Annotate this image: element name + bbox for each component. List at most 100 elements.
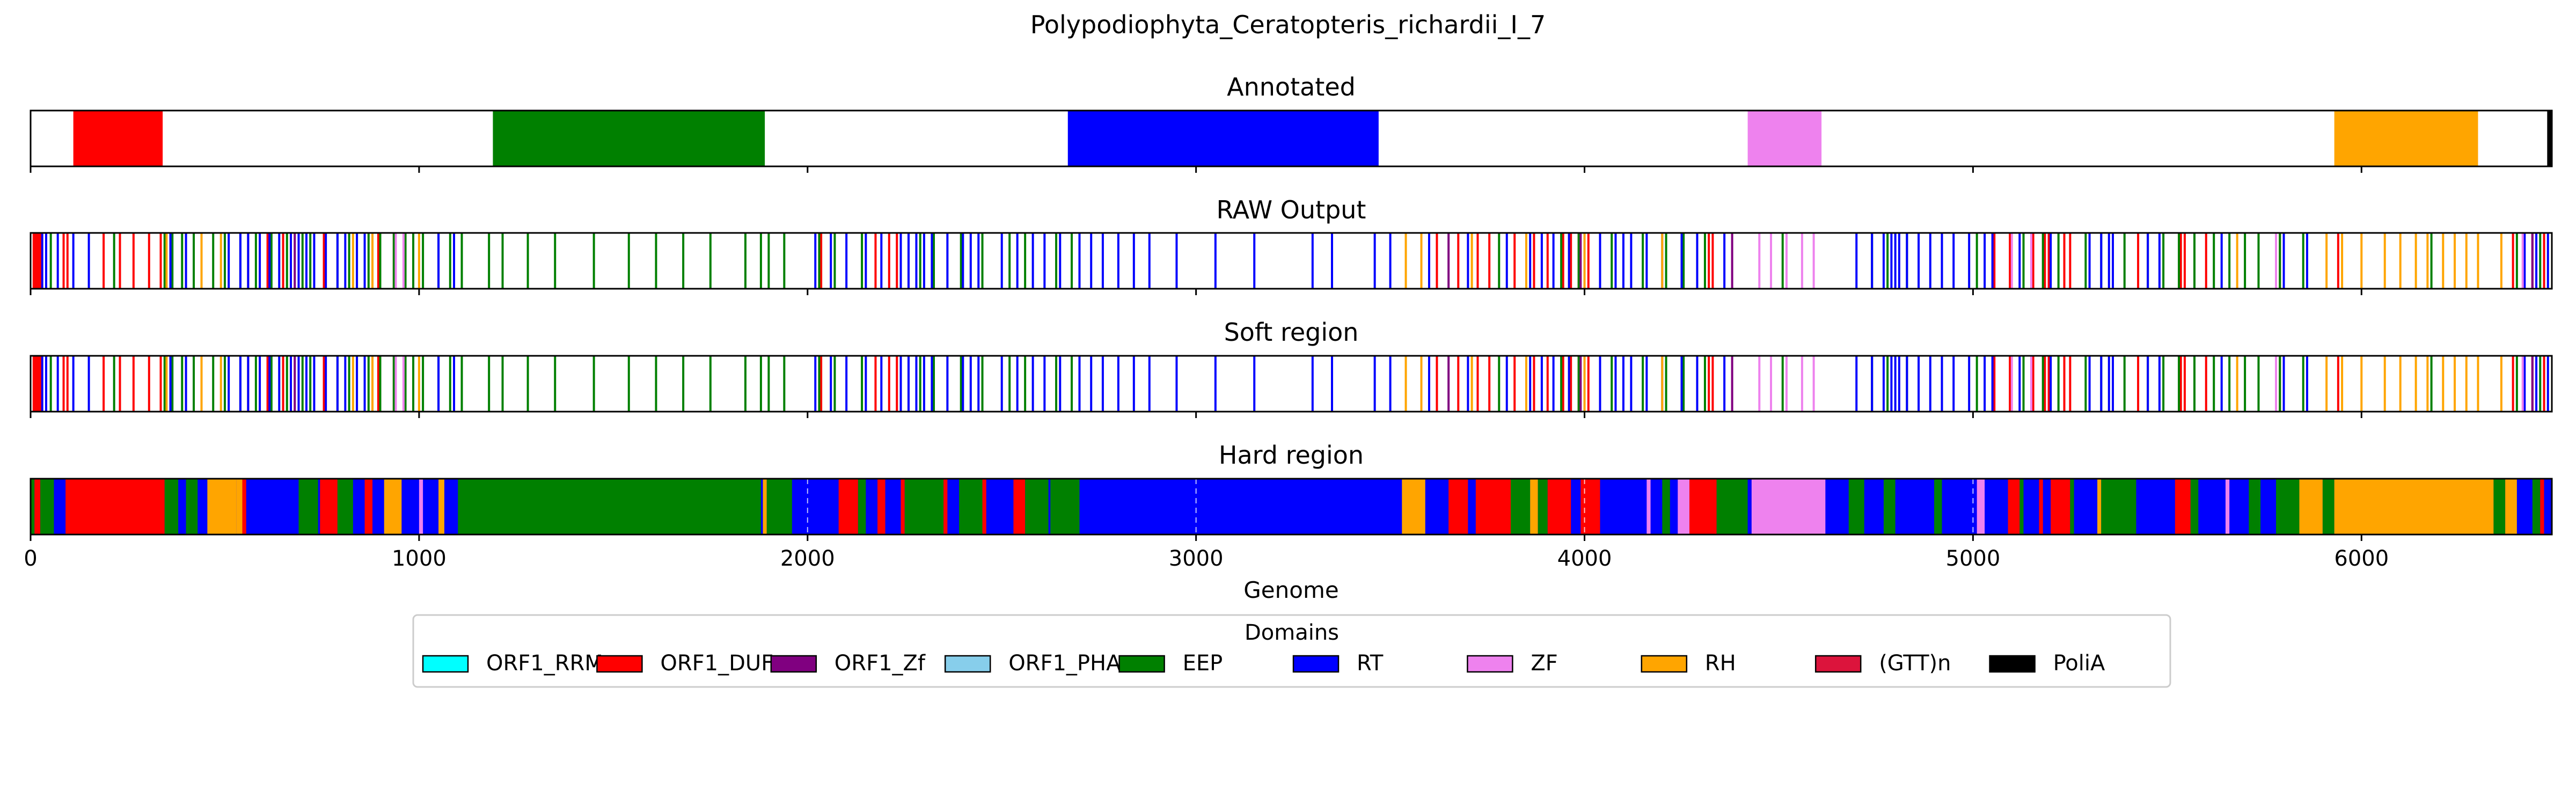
segment-eep xyxy=(458,479,761,535)
x-tick-label: 2000 xyxy=(780,546,835,571)
x-tick-label: 1000 xyxy=(392,546,447,571)
legend-entry-orf1-zf: ORF1_Zf xyxy=(770,651,926,676)
segment-eep xyxy=(1934,479,1942,535)
segment-eep xyxy=(31,479,35,535)
x-tick-label: 0 xyxy=(24,546,37,571)
legend-label: RH xyxy=(1705,651,1736,676)
track-title: Soft region xyxy=(1224,318,1359,347)
segment-eep xyxy=(1538,479,1548,535)
x-tick-label: 4000 xyxy=(1557,546,1612,571)
legend-swatch xyxy=(1292,655,1340,673)
x-tick-label: 3000 xyxy=(1169,546,1224,571)
segment-zf xyxy=(1751,479,1826,535)
segment-orf1-duf xyxy=(242,479,246,535)
segment-eep xyxy=(1662,479,1670,535)
legend-label: ORF1_RRM xyxy=(486,651,603,676)
segment-orf1-duf xyxy=(2039,479,2043,535)
legend-swatch xyxy=(1814,655,1862,673)
track-frame xyxy=(30,478,2553,536)
segment-orf1-duf xyxy=(1547,479,1571,535)
segment-orf1-duf xyxy=(2008,479,2020,535)
segment-eep xyxy=(1883,479,1896,535)
legend-frame xyxy=(412,614,2171,688)
segment-zf xyxy=(1977,479,1985,535)
legend-entry-eep: EEP xyxy=(1118,651,1223,676)
segment-eep xyxy=(298,479,318,535)
segment-eep xyxy=(2070,479,2074,535)
segment-orf1-duf xyxy=(943,479,948,535)
segment-eep xyxy=(186,479,198,535)
legend-swatch xyxy=(1467,655,1513,673)
legend-entry-rh: RH xyxy=(1641,651,1736,676)
segment-eep xyxy=(40,479,54,535)
segment-zf xyxy=(1646,479,1651,535)
legend: Domains ORF1_RRM ORF1_DUF ORF1_Zf ORF1_PHA EE… xyxy=(412,614,2171,688)
segment-eep xyxy=(2532,479,2541,535)
segment-polia xyxy=(2547,111,2552,166)
segment-eep xyxy=(2276,479,2300,535)
segment-orf1-duf xyxy=(364,479,373,535)
track-title: Hard region xyxy=(1219,441,1364,470)
segment-orf1-duf xyxy=(1580,479,1600,535)
segment-eep xyxy=(2190,479,2199,535)
segment-eep xyxy=(1848,479,1864,535)
segment-eep xyxy=(2249,479,2261,535)
segment-orf1-duf xyxy=(73,111,163,166)
segment-zf xyxy=(2225,479,2230,535)
legend-label: ORF1_Zf xyxy=(835,651,926,676)
segment-orf1-duf xyxy=(2051,479,2070,535)
track-frame xyxy=(30,355,2553,413)
segment-rh xyxy=(2505,479,2517,535)
segment-zf xyxy=(1678,479,1689,535)
segment-eep xyxy=(337,479,353,535)
figure-title: Polypodiophyta_Ceratopteris_richardii_I_… xyxy=(1030,10,1546,39)
background-segment-rt xyxy=(31,479,2552,535)
segment-rh xyxy=(236,479,243,535)
segment-eep xyxy=(1050,479,1080,535)
segment-rh xyxy=(763,479,767,535)
legend-label: EEP xyxy=(1183,651,1223,676)
segment-orf1-duf xyxy=(982,479,986,535)
segment-rh xyxy=(438,479,444,535)
legend-swatch xyxy=(944,655,991,673)
segment-zf xyxy=(419,479,423,535)
segment-rt xyxy=(1067,111,1379,166)
legend-swatch xyxy=(422,655,469,673)
segment-orf1-duf xyxy=(901,479,905,535)
track-title: RAW Output xyxy=(1217,195,1366,224)
segment-rh xyxy=(207,479,237,535)
track-raw-output: RAW Output xyxy=(30,195,2553,295)
track-title: Annotated xyxy=(1227,72,1356,101)
segment-eep xyxy=(858,479,866,535)
segment-eep xyxy=(959,479,983,535)
segment-rh xyxy=(2299,479,2323,535)
track-frame xyxy=(30,109,2553,167)
segment-eep xyxy=(904,479,944,535)
legend-entry-gtt-n: (GTT)n xyxy=(1814,651,1951,676)
segment-rh xyxy=(1402,479,1425,535)
segment-eep xyxy=(2493,479,2506,535)
segment-orf1-duf xyxy=(65,479,165,535)
segment-eep xyxy=(1025,479,1049,535)
segment-rh xyxy=(2334,111,2478,166)
legend-entry-orf1-rrm: ORF1_RRM xyxy=(422,651,603,676)
legend-label: ORF1_DUF xyxy=(660,651,773,676)
track-soft-region: Soft region xyxy=(30,318,2553,418)
legend-swatch xyxy=(1118,655,1165,673)
legend-title: Domains xyxy=(1245,620,1339,645)
segment-orf1-duf xyxy=(2175,479,2191,535)
legend-entry-orf1-pha: ORF1_PHA xyxy=(944,651,1121,676)
legend-entry-orf1-duf: ORF1_DUF xyxy=(596,651,773,676)
segment-rh xyxy=(384,479,402,535)
legend-swatch xyxy=(1989,655,2036,673)
x-tick-label: 6000 xyxy=(2334,546,2389,571)
segment-zf xyxy=(1747,111,1822,166)
legend-label: RT xyxy=(1357,651,1384,676)
segment-orf1-duf xyxy=(1689,479,1717,535)
segment-orf1-duf xyxy=(320,479,338,535)
segment-eep xyxy=(766,479,792,535)
segment-eep xyxy=(164,479,179,535)
segment-eep xyxy=(2322,479,2334,535)
segment-orf1-duf xyxy=(838,479,858,535)
x-axis-label: Genome xyxy=(1243,577,1338,603)
